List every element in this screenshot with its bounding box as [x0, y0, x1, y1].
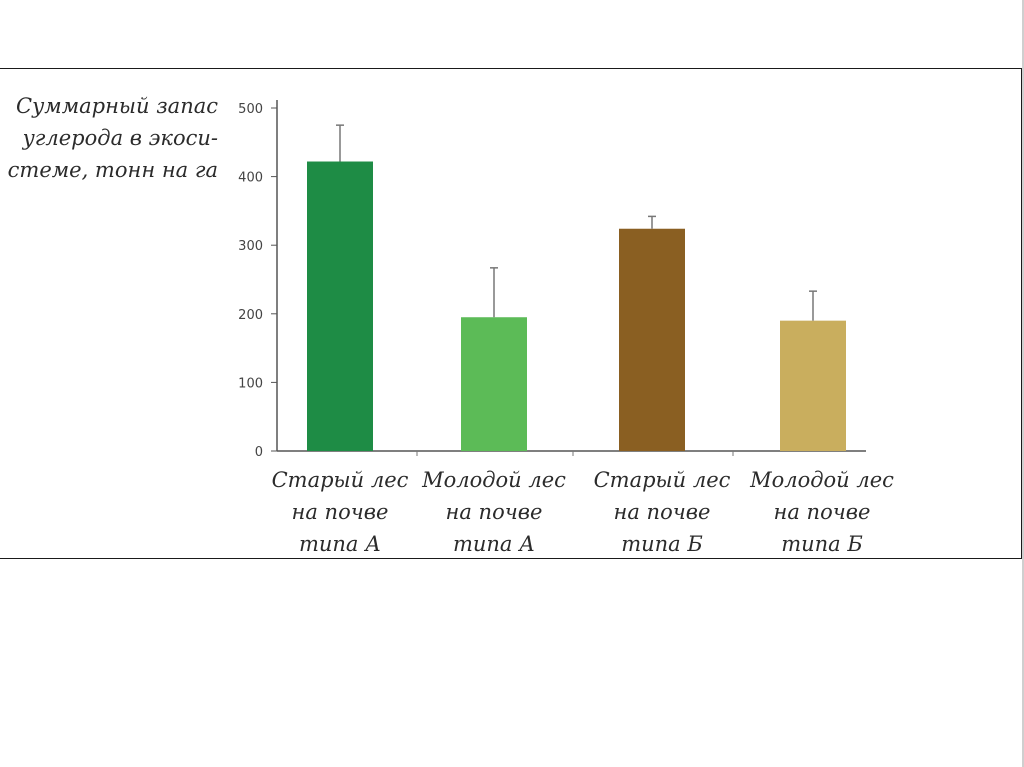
y-tick-label: 400 [238, 171, 263, 186]
y-tick-label: 200 [238, 308, 263, 323]
category-label-line: Старый лес [593, 468, 731, 492]
category-label-line: типа А [452, 532, 536, 556]
bar [619, 228, 685, 451]
category-label-line: типа Б [621, 532, 703, 556]
bar [780, 320, 846, 451]
y-tick-label: 500 [238, 102, 263, 117]
bar [307, 161, 373, 451]
bars [307, 161, 846, 451]
category-label-line: Старый лес [271, 468, 409, 492]
axes [276, 100, 866, 452]
category-label-young-forest-a: Молодой лес на почве типа А [414, 464, 574, 560]
category-label-line: типа А [298, 532, 382, 556]
slide-edge [1022, 0, 1024, 767]
y-tick-label: 100 [238, 376, 263, 391]
category-label-old-forest-b: Старый лес на почве типа Б [582, 464, 742, 560]
error-bars [336, 124, 817, 321]
category-label-line: Молодой лес [750, 468, 894, 492]
category-label-line: на почве [291, 500, 389, 524]
y-axis-label-line: углерода в экоси- [22, 126, 218, 150]
category-label-line: типа Б [781, 532, 863, 556]
y-axis-label-line: Суммарный запас [16, 94, 218, 118]
bar [461, 317, 527, 451]
category-label-line: на почве [773, 500, 871, 524]
category-label-line: на почве [445, 500, 543, 524]
category-label-young-forest-b: Молодой лес на почве типа Б [742, 464, 902, 560]
figure-panel [0, 68, 1022, 559]
y-tick-label: 300 [238, 239, 263, 254]
y-axis-label-line: стеме, тонн на га [7, 158, 218, 182]
y-axis-label: Суммарный запас углерода в экоси- стеме,… [0, 90, 218, 186]
y-ticks: 0 100 200 300 400 500 [238, 102, 734, 460]
y-tick-label: 0 [255, 445, 263, 460]
category-label-old-forest-a: Старый лес на почве типа А [260, 464, 420, 560]
category-label-line: на почве [613, 500, 711, 524]
category-label-line: Молодой лес [422, 468, 566, 492]
